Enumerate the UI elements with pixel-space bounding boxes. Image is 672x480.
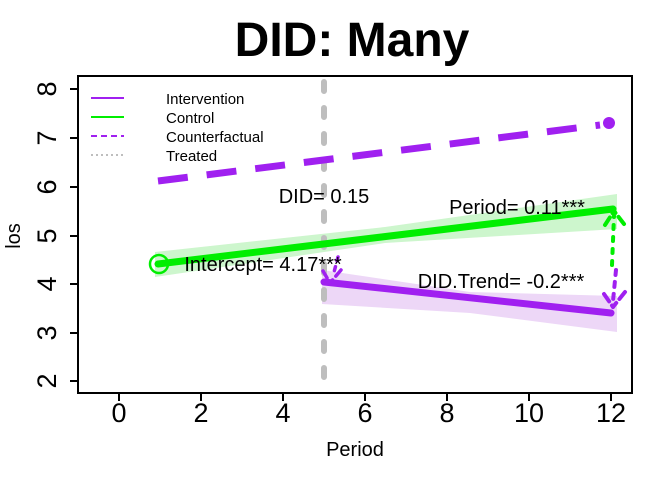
y-tick-label: 5 <box>32 228 62 243</box>
annotation-period: Period= 0.11*** <box>449 197 585 219</box>
y-tick-label: 6 <box>32 179 62 194</box>
x-tick-label: 4 <box>275 398 290 428</box>
x-axis-tick-labels: 0 2 4 6 8 10 12 <box>111 398 626 428</box>
y-tick-label: 8 <box>32 81 62 96</box>
annotation-did-trend: DID.Trend= -0.2*** <box>418 271 585 293</box>
plot-border <box>77 75 633 394</box>
legend-label-control: Control <box>166 110 214 127</box>
legend-item-treated: Treated <box>91 148 217 165</box>
annotation-intercept: Intercept= 4.17*** <box>184 254 342 276</box>
control-line <box>154 205 617 268</box>
x-tick-label: 2 <box>193 398 208 428</box>
legend-item-intervention: Intervention <box>91 91 244 108</box>
annotation-did: DID= 0.15 <box>279 186 370 208</box>
control-end-arrow <box>603 209 626 267</box>
x-axis-label: Period <box>326 439 384 461</box>
intervention-line <box>320 278 615 317</box>
legend-item-control: Control <box>91 110 214 127</box>
control-start-circle <box>148 253 170 275</box>
y-axis-label: los <box>3 223 25 249</box>
legend-label-treated: Treated <box>166 148 217 165</box>
y-tick-label: 2 <box>32 373 62 388</box>
y-tick-label: 4 <box>32 276 62 291</box>
y-tick-label: 3 <box>32 325 62 340</box>
legend: Intervention Control Counterfactual Trea… <box>91 91 264 165</box>
intervention-end-arrow <box>602 268 627 309</box>
legend-label-counterfactual: Counterfactual <box>166 129 264 146</box>
legend-item-counterfactual: Counterfactual <box>91 129 264 146</box>
x-tick-label: 10 <box>514 398 544 428</box>
legend-label-intervention: Intervention <box>166 91 244 108</box>
counterfactual-end-dot <box>603 117 615 129</box>
y-tick-label: 7 <box>32 130 62 145</box>
x-tick-label: 0 <box>111 398 126 428</box>
did-drop-arrow <box>321 255 343 285</box>
counterfactual-line <box>157 121 601 185</box>
x-tick-label: 6 <box>357 398 372 428</box>
x-tick-label: 8 <box>439 398 454 428</box>
y-axis-tick-labels: 2 3 4 5 6 7 8 <box>32 81 62 388</box>
x-axis-ticks <box>118 393 612 401</box>
y-axis-ticks <box>70 88 78 382</box>
x-tick-label: 12 <box>596 398 626 428</box>
chart-title: DID: Many <box>235 14 470 67</box>
